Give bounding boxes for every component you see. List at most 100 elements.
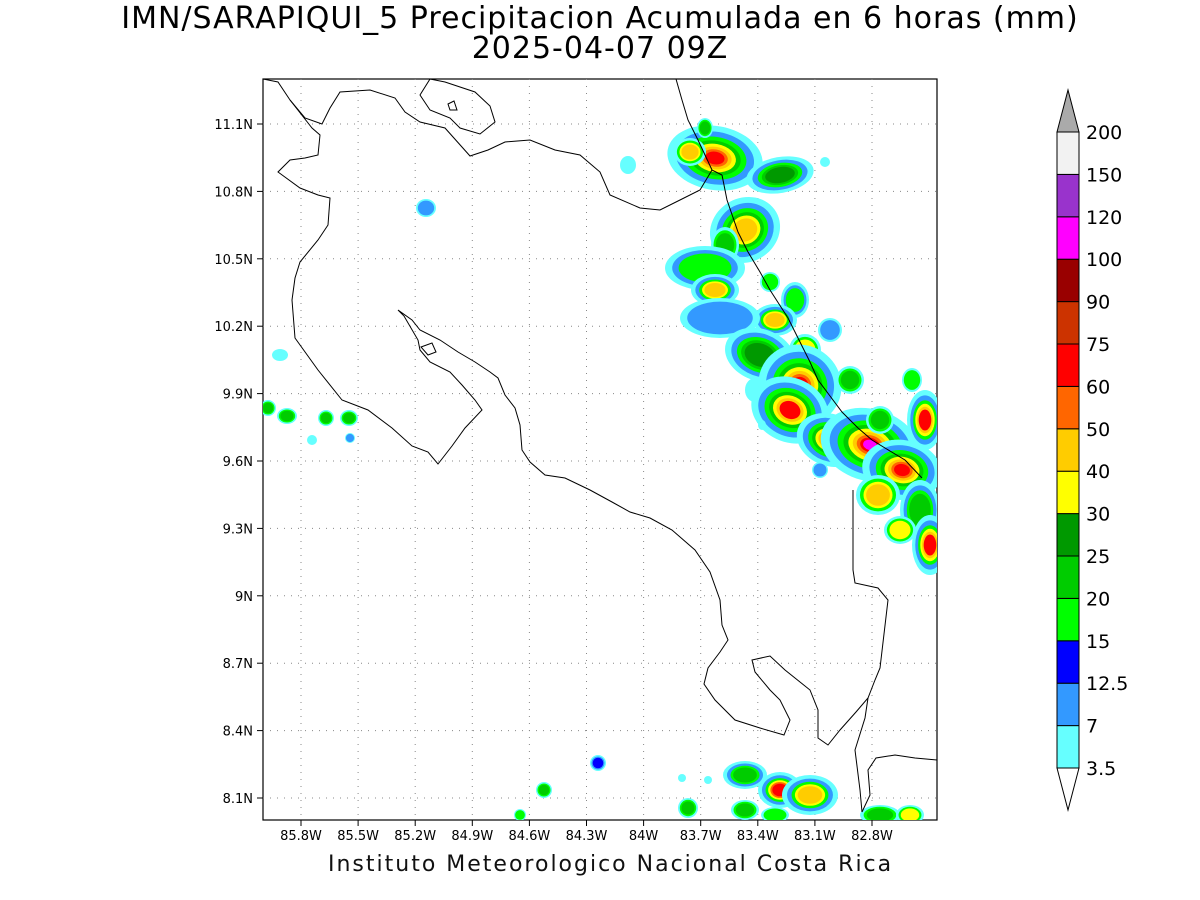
lon-tick-label: 85.2W — [394, 829, 436, 844]
precip-cell — [620, 156, 636, 174]
precip-cell — [761, 273, 779, 291]
coastline — [263, 79, 937, 813]
colorbar-under-arrow — [1056, 767, 1080, 812]
precip-cell — [903, 370, 921, 390]
precip-cell — [681, 144, 699, 160]
colorbar-over-arrow — [1056, 88, 1080, 133]
colorbar-segment — [1056, 470, 1080, 515]
lat-tick-label: 10.5N — [214, 253, 253, 268]
lat-tick-label: 8.4N — [223, 725, 253, 740]
colorbar-label: 90 — [1086, 292, 1110, 314]
precip-cell — [923, 534, 937, 556]
lat-tick-label: 9.3N — [223, 522, 253, 537]
precip-cell — [699, 121, 711, 135]
precip-cell — [758, 420, 766, 430]
precip-cell — [918, 409, 932, 431]
lat-tick-label: 9N — [235, 590, 253, 605]
lon-tick-label: 84.6W — [508, 829, 550, 844]
map-title: IMN/SARAPIQUI_5 Precipitacion Acumulada … — [121, 1, 1079, 36]
precip-cell — [763, 808, 787, 820]
precip-cell — [733, 767, 757, 783]
credit-text: Instituto Meteorologico Nacional Costa R… — [328, 852, 894, 877]
latitude-labels: 11.1N 10.8N 10.5N 10.2N 9.9N 9.6N 9.3N 9N 8.7N 8.… — [214, 118, 253, 807]
colorbar-segment — [1056, 513, 1080, 557]
precip-cell — [813, 463, 827, 477]
lon-tick-label: 83.7W — [680, 829, 722, 844]
colorbar-segment — [1056, 640, 1080, 684]
colorbar-segment — [1056, 343, 1080, 387]
precip-cell — [797, 786, 823, 804]
lat-tick-label: 9.6N — [223, 455, 253, 470]
colorbar-segment — [1056, 682, 1080, 727]
lat-tick-label: 10.2N — [214, 320, 253, 335]
precip-cell — [735, 803, 755, 817]
precip-cell — [704, 776, 712, 784]
precip-cell — [345, 433, 355, 443]
colorbar-label: 40 — [1086, 461, 1110, 483]
lat-tick-label: 11.1N — [214, 118, 253, 133]
precipitation-field — [263, 118, 937, 820]
colorbar-segment — [1056, 301, 1080, 345]
precip-cell — [779, 400, 801, 420]
colorbar-label: 75 — [1086, 334, 1110, 356]
precip-cell — [840, 370, 860, 390]
colorbar-label: 150 — [1086, 164, 1122, 186]
precip-cell — [900, 808, 920, 820]
precip-cell — [280, 410, 294, 422]
precip-cell — [870, 410, 890, 430]
lon-tick-label: 83.4W — [737, 829, 779, 844]
precip-cell — [820, 320, 840, 340]
colorbar-label: 120 — [1086, 207, 1122, 229]
lon-tick-label: 85.8W — [280, 829, 322, 844]
lon-tick-label: 85.5W — [337, 829, 379, 844]
lat-tick-label: 8.1N — [223, 792, 253, 807]
colorbar-segment — [1056, 131, 1080, 175]
colorbar-label: 12.5 — [1086, 673, 1128, 695]
precip-cell — [765, 166, 795, 184]
colorbar-label: 15 — [1086, 631, 1110, 653]
precip-cell — [320, 412, 332, 424]
precip-cell — [538, 784, 550, 796]
precip-cell — [515, 810, 525, 820]
precip-cell — [704, 282, 726, 298]
precip-cell — [263, 402, 274, 414]
precip-cell — [307, 435, 317, 445]
precip-cell — [678, 774, 686, 782]
precip-cell — [866, 484, 890, 506]
precip-cell — [889, 520, 911, 540]
colorbar-segment — [1056, 385, 1080, 430]
colorbar-segment — [1056, 725, 1080, 769]
axis-ticks — [257, 123, 873, 826]
colorbar-segment — [1056, 428, 1080, 472]
precip-cell — [732, 218, 758, 242]
precip-cell — [592, 757, 604, 769]
colorbar-label: 7 — [1086, 716, 1098, 738]
precip-cell — [272, 349, 288, 361]
longitude-labels: 85.8W 85.5W 85.2W 84.9W 84.6W 84.3W 84W 83.7W 83… — [280, 829, 893, 844]
precip-cell — [785, 288, 805, 312]
lat-tick-label: 8.7N — [223, 657, 253, 672]
colorbar-label: 25 — [1086, 546, 1110, 568]
colorbar: 3.5 7 12.5 15 20 25 30 40 50 60 75 90 100 120 150 200 — [1056, 88, 1128, 812]
lat-tick-label: 10.8N — [214, 185, 253, 200]
lat-tick-label: 9.9N — [223, 388, 253, 403]
precip-cell — [894, 463, 910, 477]
colorbar-label: 20 — [1086, 588, 1110, 610]
colorbar-label: 200 — [1086, 122, 1122, 144]
colorbar-label: 60 — [1086, 376, 1110, 398]
colorbar-label: 30 — [1086, 504, 1110, 526]
precip-cell — [866, 808, 894, 820]
colorbar-segment — [1056, 173, 1080, 218]
precip-cell — [765, 312, 785, 328]
lon-tick-label: 82.8W — [851, 829, 893, 844]
precip-cell — [820, 157, 830, 167]
precip-cell — [417, 200, 435, 216]
lon-tick-label: 84.3W — [566, 829, 608, 844]
precip-cell — [705, 151, 725, 165]
colorbar-label: 3.5 — [1086, 758, 1116, 780]
map-date: 2025-04-07 09Z — [471, 31, 729, 66]
lon-tick-label: 83.1W — [794, 829, 836, 844]
colorbar-label: 50 — [1086, 419, 1110, 441]
colorbar-segment — [1056, 216, 1080, 260]
